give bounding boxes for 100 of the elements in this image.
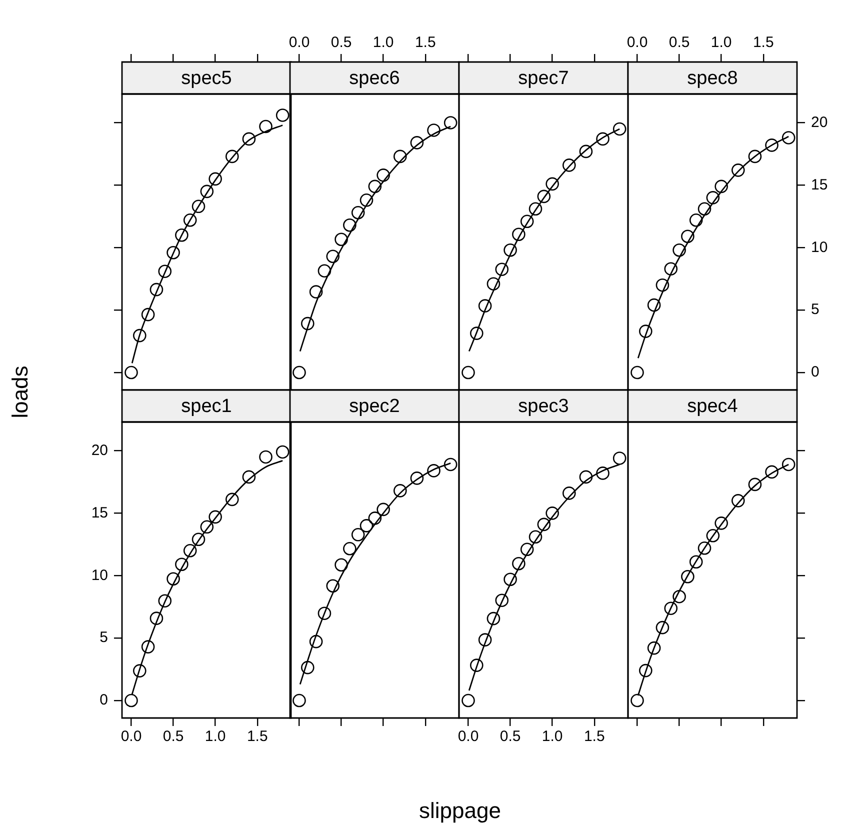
point (225, 150, 239, 164)
point (672, 590, 686, 604)
point (520, 542, 534, 556)
x-tick-label: 0.5 (330, 34, 352, 52)
point (664, 602, 678, 615)
point (427, 464, 440, 478)
point (512, 228, 526, 242)
point (133, 664, 146, 678)
point (504, 243, 517, 257)
point (242, 132, 256, 146)
point (647, 641, 661, 655)
point (630, 366, 644, 380)
point (486, 612, 500, 626)
chart-title: spec6 (349, 68, 400, 90)
point (259, 120, 272, 134)
point (528, 530, 542, 544)
y-tick-label: 0 (811, 364, 820, 381)
chart-title: spec5 (181, 68, 232, 90)
point (579, 470, 593, 484)
point (360, 519, 374, 532)
x-tick-label: 1.0 (372, 34, 394, 52)
point (276, 445, 290, 459)
point (698, 541, 712, 555)
point (520, 214, 534, 228)
y-tick-label: 20 (811, 114, 828, 131)
x-tick-label: 1.5 (752, 34, 774, 52)
point (334, 558, 348, 572)
point (368, 180, 382, 194)
chart-title: spec4 (687, 396, 738, 418)
y-tick-label: 15 (91, 504, 108, 522)
point (301, 660, 314, 674)
point (639, 664, 652, 678)
point (731, 494, 745, 508)
point (765, 465, 778, 479)
point (158, 594, 172, 608)
point (376, 502, 390, 516)
point (495, 262, 509, 276)
x-tick-label: 0.5 (162, 728, 184, 746)
point (141, 308, 155, 322)
point (748, 478, 762, 492)
point (528, 202, 542, 216)
y-tick-label: 5 (811, 301, 820, 318)
point (225, 492, 239, 506)
point (714, 516, 728, 530)
x-tick-label: 0.0 (458, 728, 479, 746)
point (596, 466, 610, 480)
x-tick-label: 1.0 (204, 728, 226, 746)
x-tick-label: 0.5 (668, 34, 690, 52)
x-tick-label: 0.0 (626, 34, 648, 52)
point (714, 180, 728, 194)
x-tick-label: 0.0 (120, 728, 142, 746)
point (698, 202, 712, 216)
point (208, 510, 222, 524)
point (681, 230, 694, 244)
point (141, 640, 155, 654)
chart-title: spec7 (518, 68, 569, 90)
point (731, 164, 745, 177)
x-axis-title: slippage (419, 798, 501, 824)
point (242, 470, 256, 484)
point (200, 184, 214, 198)
point (343, 218, 356, 232)
point (326, 250, 340, 264)
y-tick-label: 0 (100, 692, 108, 709)
point (630, 694, 644, 708)
point (579, 144, 593, 158)
point (462, 694, 475, 708)
point (166, 246, 180, 260)
point (259, 450, 272, 464)
point (393, 150, 407, 164)
point (470, 658, 484, 672)
point (612, 122, 626, 136)
point (292, 694, 306, 708)
point (200, 520, 214, 534)
point (748, 150, 762, 164)
point (639, 324, 652, 338)
chart-title: spec1 (181, 396, 232, 418)
point (495, 594, 509, 607)
point (343, 542, 356, 556)
point (360, 194, 374, 207)
y-tick-label: 10 (811, 238, 828, 256)
point (462, 366, 475, 380)
point (318, 264, 332, 278)
y-axis-title: loads (6, 366, 33, 418)
point (782, 458, 796, 472)
point (612, 452, 626, 465)
point (376, 168, 390, 182)
point (546, 506, 559, 520)
point (681, 570, 694, 584)
point (656, 620, 670, 634)
point (150, 612, 164, 625)
point (192, 532, 206, 546)
point (175, 558, 188, 572)
point (596, 132, 610, 146)
point (309, 634, 323, 648)
point (537, 518, 551, 532)
point (444, 116, 458, 130)
y-tick-label: 15 (811, 176, 828, 194)
point (706, 529, 720, 542)
chart-title: spec8 (687, 68, 738, 90)
point (537, 190, 551, 204)
